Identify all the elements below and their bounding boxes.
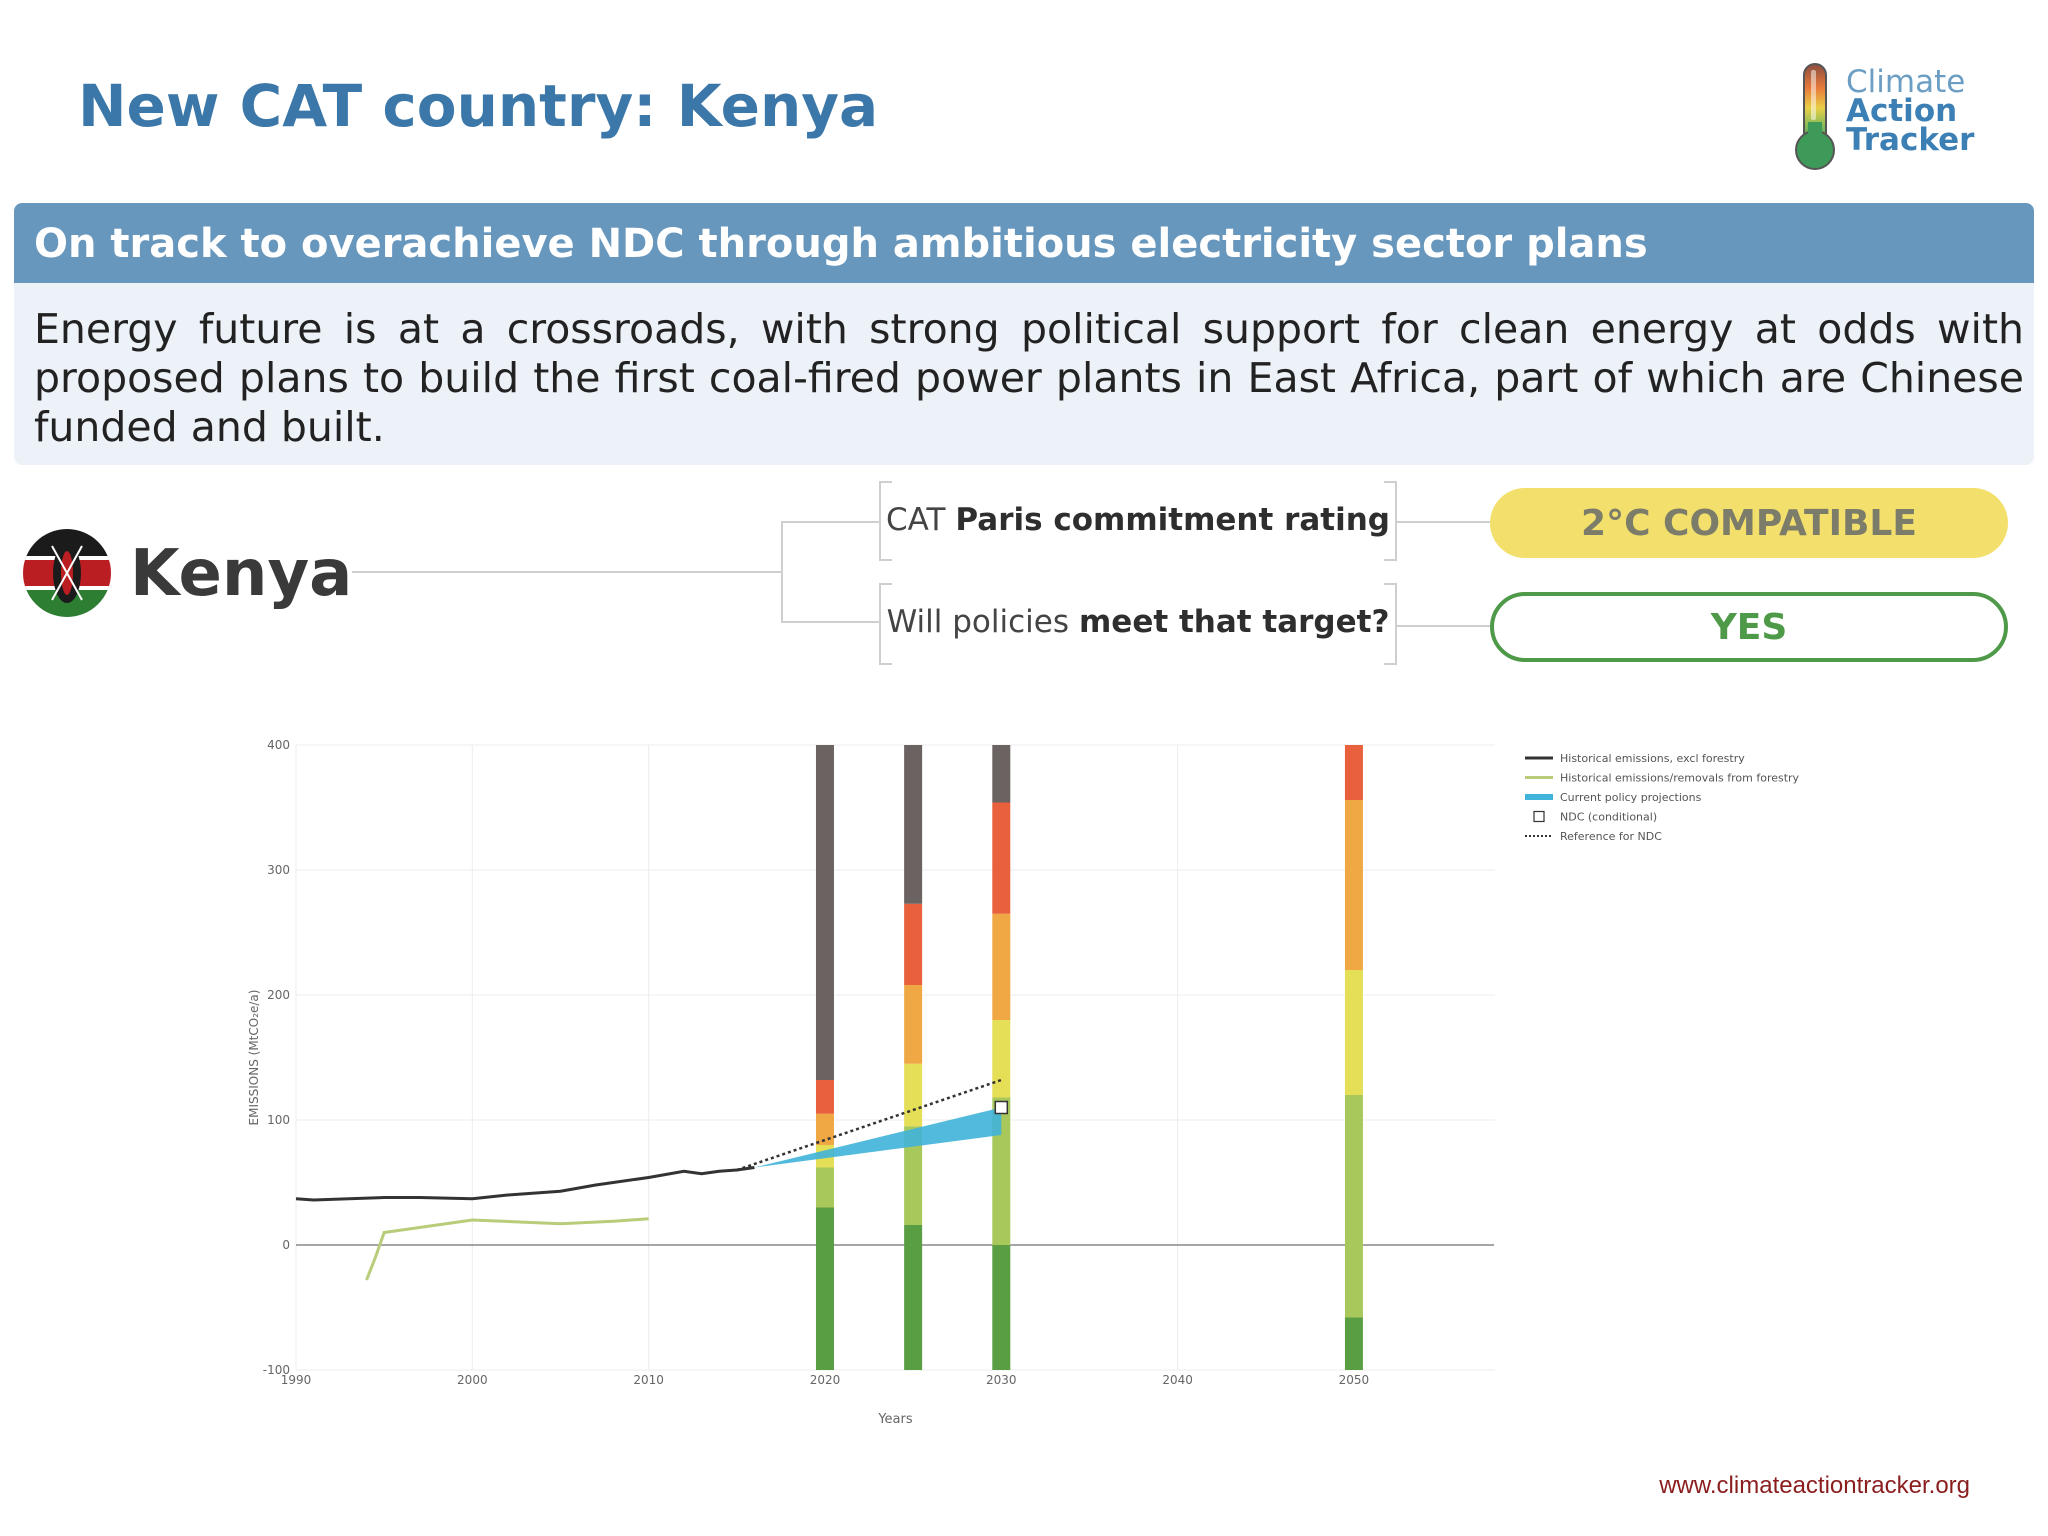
summary-text: Energy future is at a crossroads, with s… bbox=[34, 305, 2024, 451]
x-tick-label: 2010 bbox=[633, 1373, 664, 1387]
y-tick-label: 300 bbox=[267, 863, 290, 877]
rating-bar-band-2020 bbox=[815, 745, 834, 1080]
y-tick-label: 400 bbox=[267, 738, 290, 752]
x-tick-label: 2040 bbox=[1162, 1373, 1193, 1387]
kenya-flag-icon bbox=[23, 529, 111, 617]
ndc-conditional-marker bbox=[994, 1100, 1009, 1115]
x-tick-label: 2000 bbox=[457, 1373, 488, 1387]
y-tick-label: 200 bbox=[267, 988, 290, 1002]
y-axis-label: EMISSIONS (MtCO₂e/a) bbox=[247, 990, 261, 1126]
slide-title: New CAT country: Kenya bbox=[78, 72, 879, 140]
rating-bar-band-2020 bbox=[815, 1207, 834, 1370]
paris-rating-question-prefix: CAT bbox=[886, 502, 946, 538]
rating-bar-band-2020 bbox=[815, 1167, 834, 1208]
forestry-emissions-line bbox=[365, 1217, 649, 1281]
logo-wordmark: Climate Action Tracker bbox=[1846, 64, 1975, 158]
rating-bar-band-2030 bbox=[992, 1020, 1011, 1098]
y-tick-label: -100 bbox=[263, 1363, 290, 1377]
rating-bar-band-2050 bbox=[1344, 800, 1363, 970]
rating-bar-band-2025 bbox=[904, 745, 923, 904]
rating-connector-lines bbox=[352, 481, 1490, 665]
y-tick-label: 0 bbox=[282, 1238, 290, 1252]
headline-text: On track to overachieve NDC through ambi… bbox=[34, 221, 1648, 267]
rating-bar-band-2030 bbox=[992, 802, 1011, 914]
footer-url: www.climateactiontracker.org bbox=[1659, 1472, 1970, 1499]
rating-bar-band-2050 bbox=[1344, 1317, 1363, 1370]
policies-question-bold: meet that target? bbox=[1079, 604, 1390, 640]
x-tick-label: 2020 bbox=[810, 1373, 841, 1387]
summary-box: Energy future is at a crossroads, with s… bbox=[14, 283, 2034, 465]
rating-bar-band-2030 bbox=[992, 745, 1011, 803]
logo-line-2: Action bbox=[1846, 93, 1958, 129]
rating-bar-band-2050 bbox=[1344, 1095, 1363, 1318]
rating-bar-band-2025 bbox=[904, 1063, 923, 1127]
x-tick-label: 1990 bbox=[281, 1373, 312, 1387]
rating-bar-band-2020 bbox=[815, 1113, 834, 1145]
legend-label: Reference for NDC bbox=[1560, 830, 1662, 843]
ndc-reference-line bbox=[736, 1078, 1002, 1172]
legend-swatch-ndc bbox=[1533, 810, 1545, 823]
rating-bar-band-2030 bbox=[992, 1245, 1011, 1370]
country-name: Kenya bbox=[130, 537, 353, 611]
y-tick-label: 100 bbox=[267, 1113, 290, 1127]
rating-bar-band-2030 bbox=[992, 913, 1011, 1020]
policies-question-prefix: Will policies bbox=[886, 604, 1069, 640]
x-axis-label: Years bbox=[877, 1412, 913, 1427]
current-policy-projection-band bbox=[754, 1107, 1002, 1168]
emissions-chart: 1990 2000 2010 2020 2030 2040 2050 -100 0 100 200 3… bbox=[247, 738, 1800, 1427]
x-tick-label: 2050 bbox=[1339, 1373, 1370, 1387]
legend-label: Current policy projections bbox=[1560, 791, 1702, 804]
headline-bar: On track to overachieve NDC through ambi… bbox=[14, 203, 2034, 283]
rating-bar-band-2025 bbox=[904, 1225, 923, 1370]
rating-bar-band-2025 bbox=[904, 1126, 923, 1225]
historical-emissions-line bbox=[295, 1166, 755, 1202]
logo-line-1: Climate bbox=[1846, 64, 1966, 100]
rating-bar-band-2020 bbox=[815, 1080, 834, 1114]
policies-question: Will policies meet that target? bbox=[886, 592, 1390, 652]
legend-label: Historical emissions/removals from fores… bbox=[1560, 772, 1800, 785]
thermometer-icon bbox=[1795, 63, 1835, 170]
paris-rating-badge: 2°C COMPATIBLE bbox=[1490, 488, 2008, 558]
rating-bar-band-2050 bbox=[1344, 745, 1363, 800]
climate-action-tracker-logo: Climate Action Tracker bbox=[1790, 62, 2030, 172]
paris-rating-question: CAT Paris commitment rating bbox=[886, 490, 1390, 550]
rating-bar-band-2025 bbox=[904, 903, 923, 985]
paris-rating-question-bold: Paris commitment rating bbox=[955, 502, 1390, 538]
rating-bar-band-2050 bbox=[1344, 970, 1363, 1095]
legend-label: NDC (conditional) bbox=[1560, 811, 1657, 824]
legend-label: Historical emissions, excl forestry bbox=[1560, 752, 1745, 765]
x-tick-label: 2030 bbox=[986, 1373, 1017, 1387]
logo-line-3: Tracker bbox=[1846, 122, 1975, 158]
policies-answer-badge: YES bbox=[1490, 592, 2008, 662]
rating-bar-band-2025 bbox=[904, 985, 923, 1064]
